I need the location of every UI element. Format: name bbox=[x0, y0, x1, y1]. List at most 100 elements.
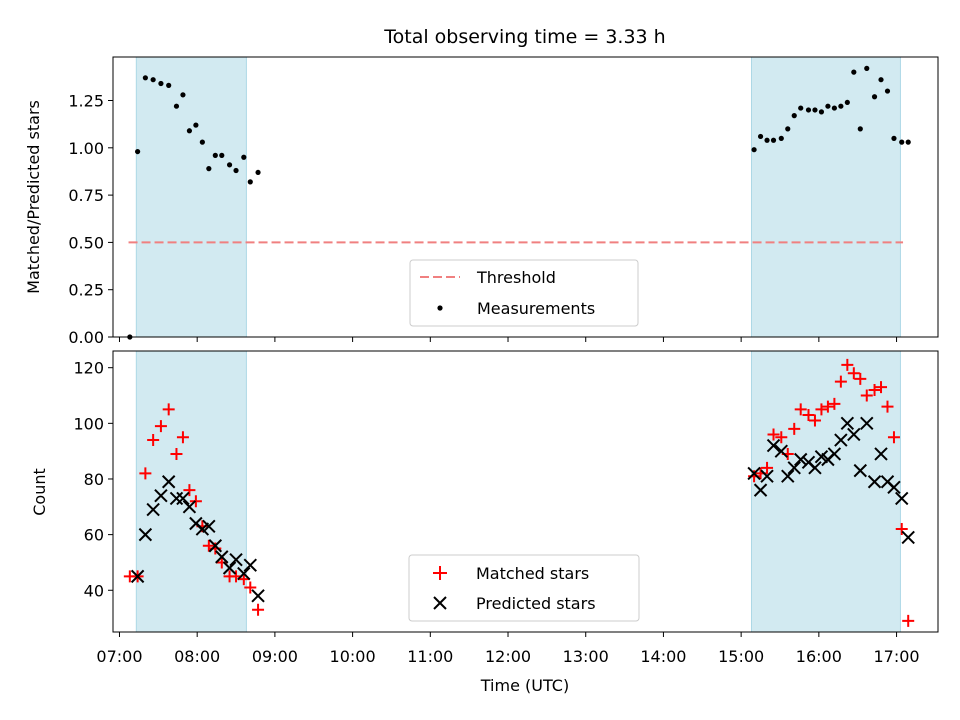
legend-measurements-swatch bbox=[437, 305, 443, 311]
measurement-point bbox=[851, 69, 857, 75]
measurement-point bbox=[173, 103, 180, 109]
matched-star-point bbox=[215, 556, 228, 569]
predicted-star-point bbox=[202, 519, 216, 533]
matched-star-point bbox=[139, 467, 152, 480]
matched-star-point bbox=[202, 539, 215, 552]
predicted-star-point bbox=[215, 550, 229, 564]
predicted-star-point bbox=[895, 491, 909, 506]
matched-star-point bbox=[902, 614, 915, 627]
predicted-star-point bbox=[169, 491, 184, 506]
predicted-star-point bbox=[867, 475, 882, 489]
measurement-point bbox=[905, 139, 911, 145]
top-x-ticks bbox=[118, 337, 898, 342]
measurement-points bbox=[127, 65, 911, 340]
observing-window-1 bbox=[135, 350, 247, 633]
measurement-point bbox=[757, 133, 764, 140]
measurement-point bbox=[206, 166, 212, 172]
legend-measurements-label: Measurements bbox=[477, 299, 595, 318]
predicted-star-point bbox=[154, 488, 168, 503]
legend-threshold-label: Threshold bbox=[476, 268, 556, 287]
bottom-x-ticks: 07:00 08:00 09:00 10:00 11:00 12:00 13:00 14:00… bbox=[96, 632, 920, 666]
matched-star-point bbox=[170, 447, 183, 460]
predicted-star-points bbox=[130, 416, 915, 603]
measurement-point bbox=[899, 139, 905, 145]
matched-star-point bbox=[887, 431, 900, 444]
matched-star-point bbox=[808, 414, 821, 427]
measurement-point bbox=[785, 126, 791, 132]
measurement-point bbox=[818, 109, 825, 115]
predicted-star-point bbox=[834, 433, 848, 447]
predicted-star-point bbox=[847, 427, 861, 442]
top-observing-windows bbox=[135, 56, 901, 338]
y-tick-label: 1.25 bbox=[68, 92, 104, 111]
matched-star-point bbox=[841, 358, 854, 371]
measurement-point bbox=[751, 147, 757, 153]
measurement-point bbox=[255, 169, 261, 176]
bottom-legend-box bbox=[408, 554, 640, 622]
measurement-point bbox=[844, 99, 850, 106]
measurement-point bbox=[166, 82, 172, 88]
matched-star-point bbox=[895, 523, 908, 536]
predicted-star-point bbox=[138, 527, 153, 542]
x-tick-label: 15:00 bbox=[718, 647, 764, 666]
y-tick-label: 60 bbox=[84, 526, 104, 545]
matched-star-point bbox=[875, 381, 888, 394]
matched-star-point bbox=[761, 461, 774, 474]
measurement-point bbox=[812, 107, 818, 113]
y-tick-label: 0.00 bbox=[68, 328, 104, 347]
x-tick-label: 16:00 bbox=[796, 647, 842, 666]
y-tick-label: 120 bbox=[73, 359, 104, 378]
measurement-point bbox=[241, 154, 247, 160]
observing-window-2 bbox=[751, 350, 901, 633]
predicted-star-point bbox=[243, 558, 257, 572]
matched-star-point bbox=[834, 375, 847, 388]
top-axes-frame bbox=[112, 56, 939, 338]
matched-star-point bbox=[828, 397, 841, 410]
predicted-star-point bbox=[887, 480, 901, 495]
observing-window-2 bbox=[751, 56, 901, 338]
predicted-star-point bbox=[208, 539, 223, 553]
measurement-point bbox=[247, 179, 253, 185]
measurement-point bbox=[180, 92, 186, 98]
x-tick-label: 14:00 bbox=[640, 647, 686, 666]
predicted-star-point bbox=[853, 463, 867, 478]
measurement-point bbox=[212, 152, 218, 158]
predicted-star-point bbox=[827, 447, 842, 461]
measurement-point bbox=[233, 167, 239, 174]
measurement-point bbox=[791, 113, 797, 119]
predicted-star-point bbox=[146, 502, 160, 517]
measurement-point bbox=[798, 105, 804, 111]
top-legend-box bbox=[409, 259, 639, 327]
matched-star-point bbox=[860, 389, 873, 402]
predicted-star-point bbox=[161, 475, 176, 489]
matched-star-point bbox=[802, 408, 815, 421]
y-tick-label: 80 bbox=[84, 470, 104, 489]
predicted-star-point bbox=[781, 469, 795, 483]
matched-star-point bbox=[815, 403, 828, 416]
matched-star-point bbox=[821, 400, 834, 413]
predicted-star-point bbox=[182, 500, 197, 514]
measurement-point bbox=[891, 135, 897, 141]
matched-star-point bbox=[183, 484, 196, 497]
x-tick-label: 10:00 bbox=[330, 647, 376, 666]
measurement-point bbox=[226, 162, 233, 168]
matched-star-point bbox=[162, 403, 175, 416]
matched-star-point bbox=[775, 431, 788, 444]
matched-star-point bbox=[252, 603, 265, 616]
measurement-point bbox=[878, 77, 884, 83]
chart-title: Total observing time = 3.33 h bbox=[383, 26, 665, 48]
measurement-point bbox=[186, 128, 193, 134]
predicted-star-point bbox=[860, 416, 874, 431]
matched-star-point bbox=[788, 422, 801, 435]
predicted-star-point bbox=[222, 561, 237, 575]
y-tick-label: 100 bbox=[73, 414, 104, 433]
matched-star-point bbox=[881, 400, 894, 413]
predicted-star-point bbox=[130, 569, 145, 584]
top-panel: 0.00 0.25 0.50 0.75 1.00 1.25 Matched/Predict… bbox=[24, 56, 939, 347]
predicted-star-point bbox=[753, 483, 768, 497]
measurement-point bbox=[764, 137, 770, 143]
matched-star-point bbox=[868, 383, 881, 396]
predicted-star-point bbox=[787, 461, 801, 475]
matched-star-point bbox=[794, 403, 807, 416]
legend-matched-label: Matched stars bbox=[476, 564, 589, 583]
